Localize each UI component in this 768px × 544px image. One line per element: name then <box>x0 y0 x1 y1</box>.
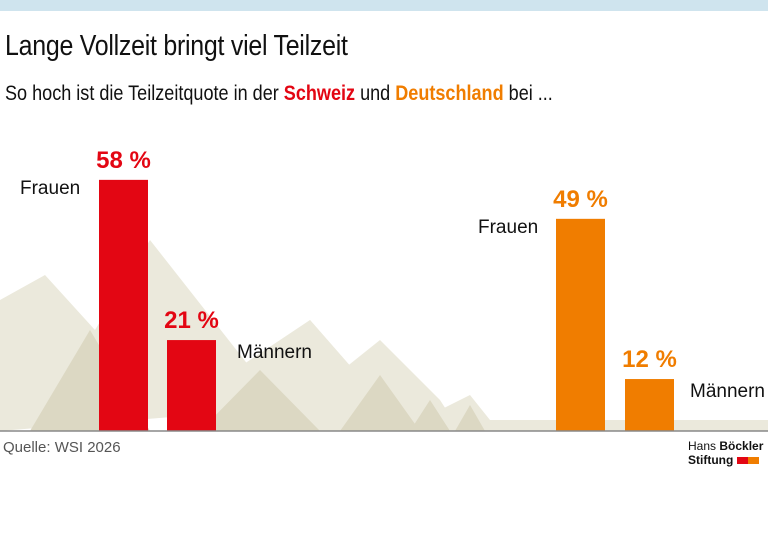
bar-deutschland-frauen <box>556 218 605 431</box>
country-schweiz: Schweiz <box>283 82 356 105</box>
category-label: Frauen <box>478 217 538 238</box>
category-label: Männern <box>690 381 765 402</box>
bar-schweiz-männern <box>167 340 216 431</box>
category-label: Männern <box>237 342 312 363</box>
value-label: 21 % <box>164 307 219 334</box>
chart-title: Lange Vollzeit bringt viel Teilzeit <box>5 30 348 62</box>
country-deutschland: Deutschland <box>395 82 504 105</box>
category-label: Frauen <box>20 178 80 199</box>
chart-subtitle: So hoch ist die Teilzeitquote in der Sch… <box>5 82 553 105</box>
value-label: 49 % <box>553 186 608 213</box>
source-note: Quelle: WSI 2026 <box>3 439 121 456</box>
hans-boeckler-logo: Hans Böckler Stiftung <box>688 439 764 467</box>
value-label: 12 % <box>622 346 677 373</box>
top-bar <box>0 0 768 11</box>
value-label: 58 % <box>96 147 151 174</box>
bar-deutschland-männern <box>625 379 674 431</box>
bar-schweiz-frauen <box>99 179 148 431</box>
